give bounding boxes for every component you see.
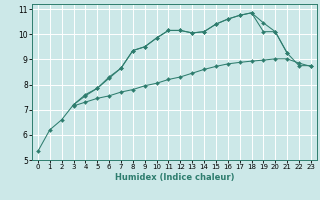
X-axis label: Humidex (Indice chaleur): Humidex (Indice chaleur) [115,173,234,182]
